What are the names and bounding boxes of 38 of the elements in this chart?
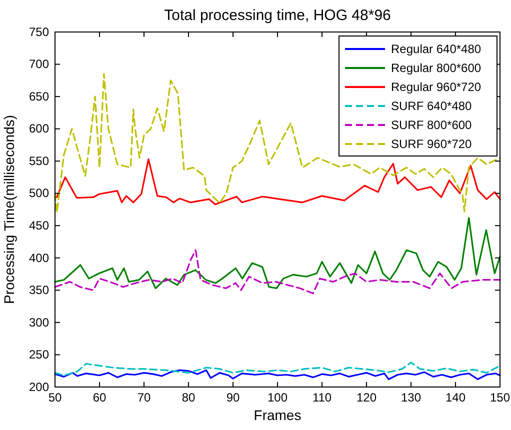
x-tick-label: 50 bbox=[48, 390, 62, 405]
y-tick-label: 350 bbox=[28, 283, 50, 298]
line-series bbox=[54, 73, 501, 214]
y-tick-label: 250 bbox=[28, 348, 50, 362]
y-axis-title: Processing Time(milliseconds) bbox=[1, 114, 17, 304]
legend-label: Regular 640*480 bbox=[391, 42, 482, 56]
line-series bbox=[54, 362, 501, 376]
line-series bbox=[54, 369, 501, 380]
line-series bbox=[54, 217, 501, 290]
x-tick-label: 110 bbox=[312, 390, 332, 405]
y-tick-label: 400 bbox=[28, 250, 50, 265]
chart-title: Total processing time, HOG 48*96 bbox=[164, 7, 391, 24]
legend-label: SURF 800*600 bbox=[391, 118, 472, 132]
y-tick-label: 450 bbox=[28, 218, 50, 232]
x-tick-label: 100 bbox=[267, 390, 288, 405]
legend-label: SURF 640*480 bbox=[391, 99, 472, 113]
y-tick-label: 750 bbox=[28, 24, 50, 39]
line-series bbox=[54, 249, 501, 294]
y-tick-label: 650 bbox=[28, 89, 50, 104]
x-tick-label: 60 bbox=[92, 390, 106, 405]
legend-label: Regular 960*720 bbox=[391, 80, 482, 94]
legend-label: Regular 800*600 bbox=[391, 61, 482, 75]
x-tick-label: 120 bbox=[356, 390, 377, 405]
y-tick-label: 500 bbox=[28, 186, 50, 200]
line-series bbox=[54, 158, 501, 206]
y-tick-label: 700 bbox=[28, 57, 50, 72]
x-tick-label: 90 bbox=[226, 390, 240, 405]
legend-label: SURF 960*720 bbox=[391, 137, 472, 151]
y-tick-label: 600 bbox=[28, 122, 50, 136]
x-tick-label: 70 bbox=[137, 390, 151, 405]
x-tick-label: 130 bbox=[400, 390, 422, 405]
x-tick-label: 150 bbox=[490, 390, 510, 405]
x-tick-label: 80 bbox=[182, 390, 196, 405]
y-tick-label: 550 bbox=[28, 154, 50, 168]
y-tick-label: 200 bbox=[28, 380, 50, 394]
y-tick-label: 300 bbox=[28, 315, 50, 330]
x-tick-label: 140 bbox=[445, 390, 466, 405]
x-axis-title: Frames bbox=[254, 407, 302, 423]
